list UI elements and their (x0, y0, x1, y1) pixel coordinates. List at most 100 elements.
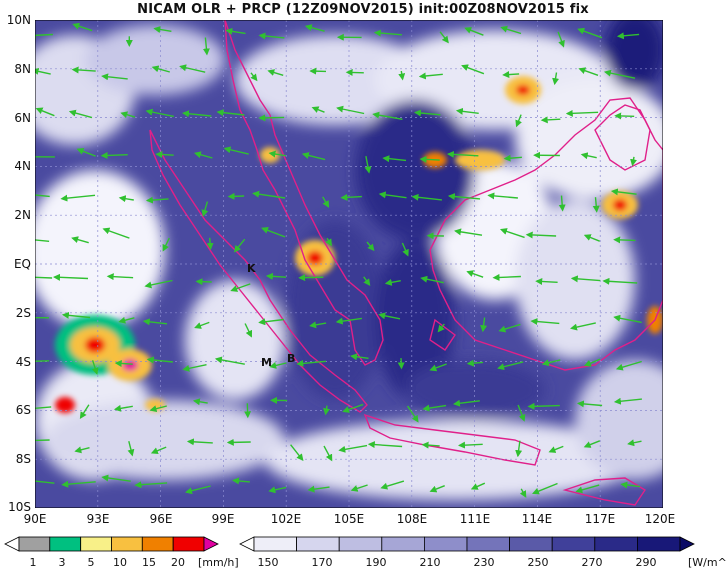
wind-vector-arrow (118, 195, 134, 203)
wind-vector-arrow (540, 116, 561, 124)
wind-vector-arrow (71, 66, 96, 74)
lon-label: 108E (396, 512, 428, 526)
wind-vector-arrow (429, 363, 447, 372)
wind-vector-arrow (603, 69, 636, 79)
wind-vector-arrow (142, 318, 168, 326)
wind-vector-arrow (269, 362, 287, 369)
wind-vector-arrow (258, 32, 285, 40)
precip-swatch (111, 536, 143, 552)
wind-vector-arrow (407, 405, 419, 423)
wind-vector-arrow (338, 444, 368, 453)
wind-vector-arrow (378, 312, 401, 320)
wind-vector-arrow (106, 273, 134, 281)
lon-label: 90E (23, 512, 47, 526)
wind-vector-arrow (101, 73, 128, 81)
wind-vector-arrow (342, 403, 364, 413)
olr-swatch (509, 536, 553, 552)
wind-vector-arrow (91, 360, 99, 375)
olr-tick: 250 (527, 556, 549, 569)
wind-vector-arrow (265, 272, 287, 280)
wind-vector-arrow (325, 237, 332, 247)
olr-tick: 190 (365, 556, 387, 569)
colorbars (4, 536, 695, 552)
precip-swatch (172, 536, 205, 552)
map-panel: K M B (35, 20, 663, 508)
olr-swatch (423, 536, 468, 552)
wind-vector-arrow (35, 360, 50, 362)
wind-vector-arrow (614, 112, 635, 120)
wind-vector-arrow (322, 196, 330, 208)
wind-vector-arrow (185, 485, 211, 495)
wind-vector-arrow (458, 441, 483, 449)
olr-tick: 210 (419, 556, 441, 569)
wind-vector-arrow (480, 317, 488, 333)
wind-vector-arrow (364, 155, 372, 174)
lon-label: 96E (149, 512, 173, 526)
wind-vector-arrow (527, 402, 560, 410)
wind-vector-arrow (367, 441, 403, 449)
wind-vector-arrow (244, 403, 252, 419)
map-title: NICAM OLR + PRCP (12Z09NOV2015) init:00Z… (137, 2, 589, 17)
wind-vector-arrow (134, 481, 168, 489)
wind-vector-arrow (464, 26, 484, 36)
wind-vector-arrow (620, 481, 641, 489)
wind-vector-arrow (499, 228, 525, 239)
wind-vector-arrow (548, 445, 564, 453)
wind-vector-arrow (576, 400, 603, 408)
wind-vector-arrow (120, 111, 136, 119)
station-marker-m: M (261, 356, 272, 369)
wind-vector-arrow (233, 238, 246, 253)
wind-vector-arrow (447, 193, 481, 201)
wind-vector-arrow (225, 27, 246, 35)
wind-vector-arrow (150, 446, 167, 454)
precip-max-triangle (203, 536, 219, 552)
wind-vector-arrow (384, 278, 401, 286)
wind-vector-arrow (100, 151, 128, 159)
olr-tick: 150 (257, 556, 279, 569)
wind-vector-arrow (613, 314, 642, 324)
olr-swatch (637, 536, 681, 552)
wind-vector-arrow (503, 154, 522, 162)
wind-vector-arrow (268, 150, 286, 158)
lat-label: 2N (14, 208, 31, 222)
olr-swatch (466, 536, 510, 552)
wind-vector-arrow (79, 404, 90, 419)
wind-vector-arrow (223, 146, 249, 155)
lon-label: 105E (333, 512, 365, 526)
lon-label: 99E (211, 512, 235, 526)
wind-vector-arrow (35, 194, 50, 198)
lat-label: 2S (15, 306, 31, 320)
olr-field (35, 20, 663, 500)
wind-vector-arrow (118, 316, 135, 324)
lon-label: 93E (86, 512, 110, 526)
wind-vector-arrow (144, 279, 173, 289)
lat-label: EQ (13, 257, 31, 271)
wind-vector-arrow (252, 190, 286, 199)
wind-vector-arrow (232, 477, 250, 485)
precip-swatch (80, 536, 112, 552)
wind-vector-arrow (487, 192, 518, 200)
wind-vector-arrow (258, 318, 285, 326)
wind-vector-arrow (307, 485, 330, 493)
wind-vector-arrow (453, 399, 480, 407)
wind-vector-arrow (35, 107, 55, 117)
wind-vector-arrow (515, 440, 523, 458)
wind-vector-arrow (380, 480, 405, 490)
olr-unit: [W/m^2] (688, 556, 726, 569)
wind-vector-arrow (613, 236, 636, 244)
wind-vector-arrow (382, 155, 407, 163)
olr-swatch (338, 536, 383, 552)
lat-label: 8S (15, 452, 31, 466)
wind-vector-arrow (145, 108, 174, 118)
wind-vector-arrow (372, 111, 403, 120)
wind-vector-arrow (541, 359, 561, 367)
wind-vector-arrow (323, 445, 333, 462)
olr-swatch (296, 536, 340, 552)
precip-tick: 15 (142, 556, 156, 569)
wind-vector-arrow (398, 70, 406, 81)
wind-vector-arrow (35, 31, 53, 39)
wind-vector-arrow (304, 24, 325, 32)
wind-vector-arrow (194, 321, 210, 329)
wind-vector-arrow (421, 441, 440, 449)
precip-tick: 3 (58, 556, 66, 569)
